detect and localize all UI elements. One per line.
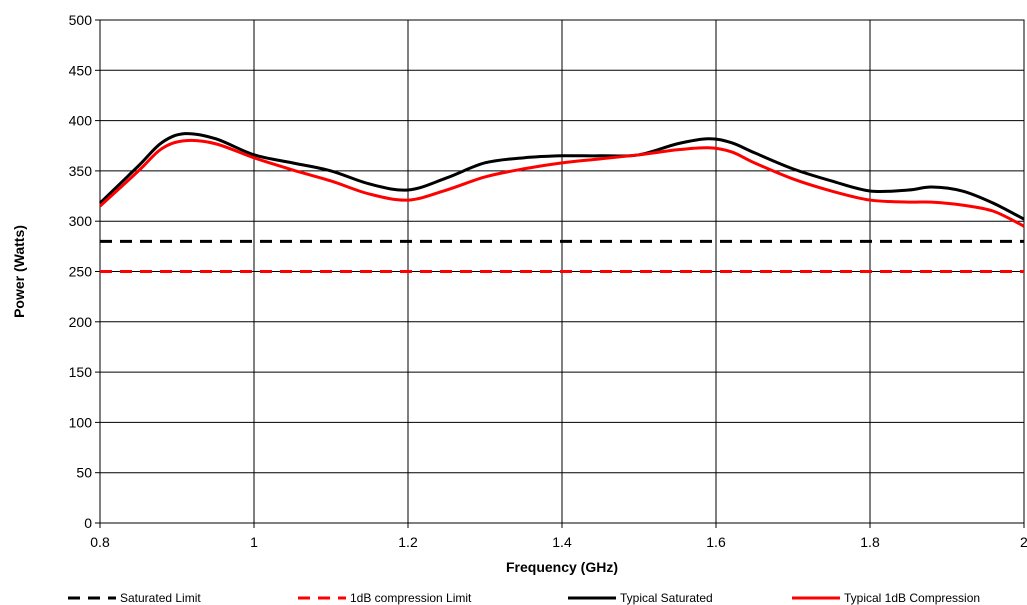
legend-label-1db-compression-limit: 1dB compression Limit (350, 591, 472, 605)
series-line-typical-saturated (98, 132, 1025, 221)
legend-label-saturated-limit: Saturated Limit (120, 591, 201, 605)
y-axis-title: Power (Watts) (11, 225, 27, 318)
y-tick-label: 0 (84, 515, 92, 531)
x-tick-label: 1.6 (706, 534, 726, 550)
x-tick-label: 1 (250, 534, 258, 550)
y-tick-label: 200 (69, 314, 93, 330)
y-tick-label: 100 (69, 414, 93, 430)
y-tick-label: 400 (69, 113, 93, 129)
y-tick-label: 450 (69, 62, 93, 78)
series-line-typical-1db-compression (98, 138, 1025, 228)
legend: Saturated Limit 1dB compression Limit Typi… (68, 591, 980, 605)
y-tick-label: 150 (69, 364, 93, 380)
y-tick-label: 300 (69, 213, 93, 229)
legend-label-typical-saturated: Typical Saturated (620, 591, 713, 605)
axis-ticks: 0 50 100 150 200 250 300 350 400 450 500 0.8 1 1.2 1.4… (69, 12, 1027, 550)
x-tick-label: 1.8 (860, 534, 880, 550)
y-tick-label: 250 (69, 264, 93, 280)
x-tick-label: 0.8 (90, 534, 110, 550)
y-tick-label: 500 (69, 12, 93, 28)
x-axis-title: Frequency (GHz) (506, 559, 618, 575)
data-series (98, 132, 1025, 273)
x-tick-label: 1.4 (552, 534, 572, 550)
legend-label-typical-1db-compression: Typical 1dB Compression (844, 591, 980, 605)
y-tick-label: 50 (76, 465, 92, 481)
y-tick-label: 350 (69, 163, 93, 179)
x-tick-label: 1.2 (398, 534, 418, 550)
x-tick-label: 2 (1020, 534, 1027, 550)
